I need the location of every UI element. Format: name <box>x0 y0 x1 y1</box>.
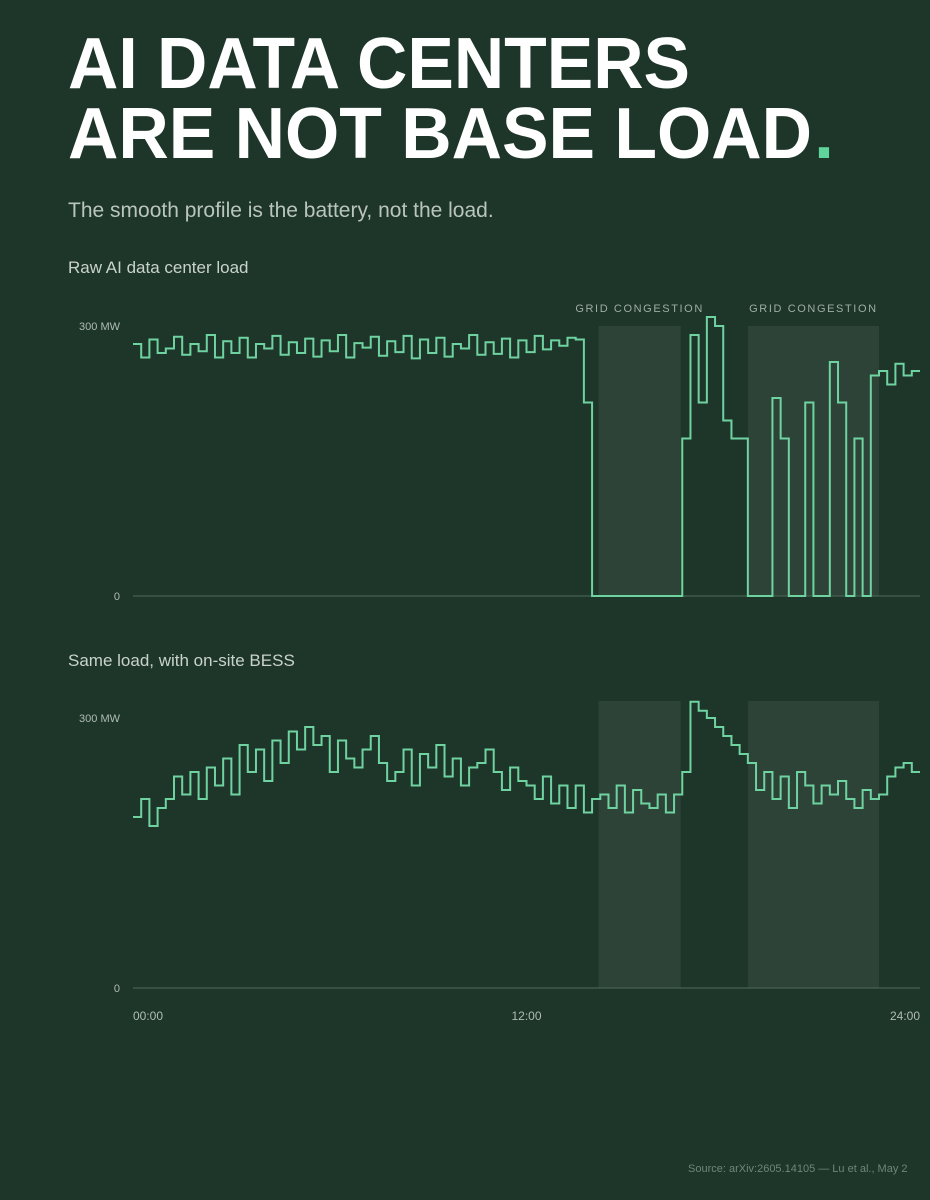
band-label: GRID CONGESTION <box>575 303 704 315</box>
load-line <box>133 316 920 597</box>
chart-title: Raw AI data center load <box>68 258 249 277</box>
y-tick-label: 0 <box>114 983 120 995</box>
x-tick-label: 00:00 <box>133 1009 163 1023</box>
congestion-band <box>598 701 681 988</box>
congestion-band <box>598 326 681 596</box>
y-tick-label: 300 MW <box>79 321 121 333</box>
title-period: . <box>814 94 834 174</box>
chart-title: Same load, with on-site BESS <box>68 651 295 670</box>
y-tick-label: 0 <box>114 591 120 603</box>
title-line: ARE NOT BASE LOAD <box>68 94 812 174</box>
x-tick-label: 24:00 <box>890 1009 920 1023</box>
band-label: GRID CONGESTION <box>749 303 878 315</box>
y-tick-label: 300 MW <box>79 713 121 725</box>
load-line <box>133 700 920 827</box>
title-line: AI DATA CENTERS <box>68 24 690 104</box>
subtitle: The smooth profile is the battery, not t… <box>68 199 494 222</box>
source: Source: arXiv:2605.14105 — Lu et al., Ma… <box>688 1163 908 1175</box>
congestion-band <box>747 701 880 988</box>
x-tick-label: 12:00 <box>511 1009 541 1023</box>
